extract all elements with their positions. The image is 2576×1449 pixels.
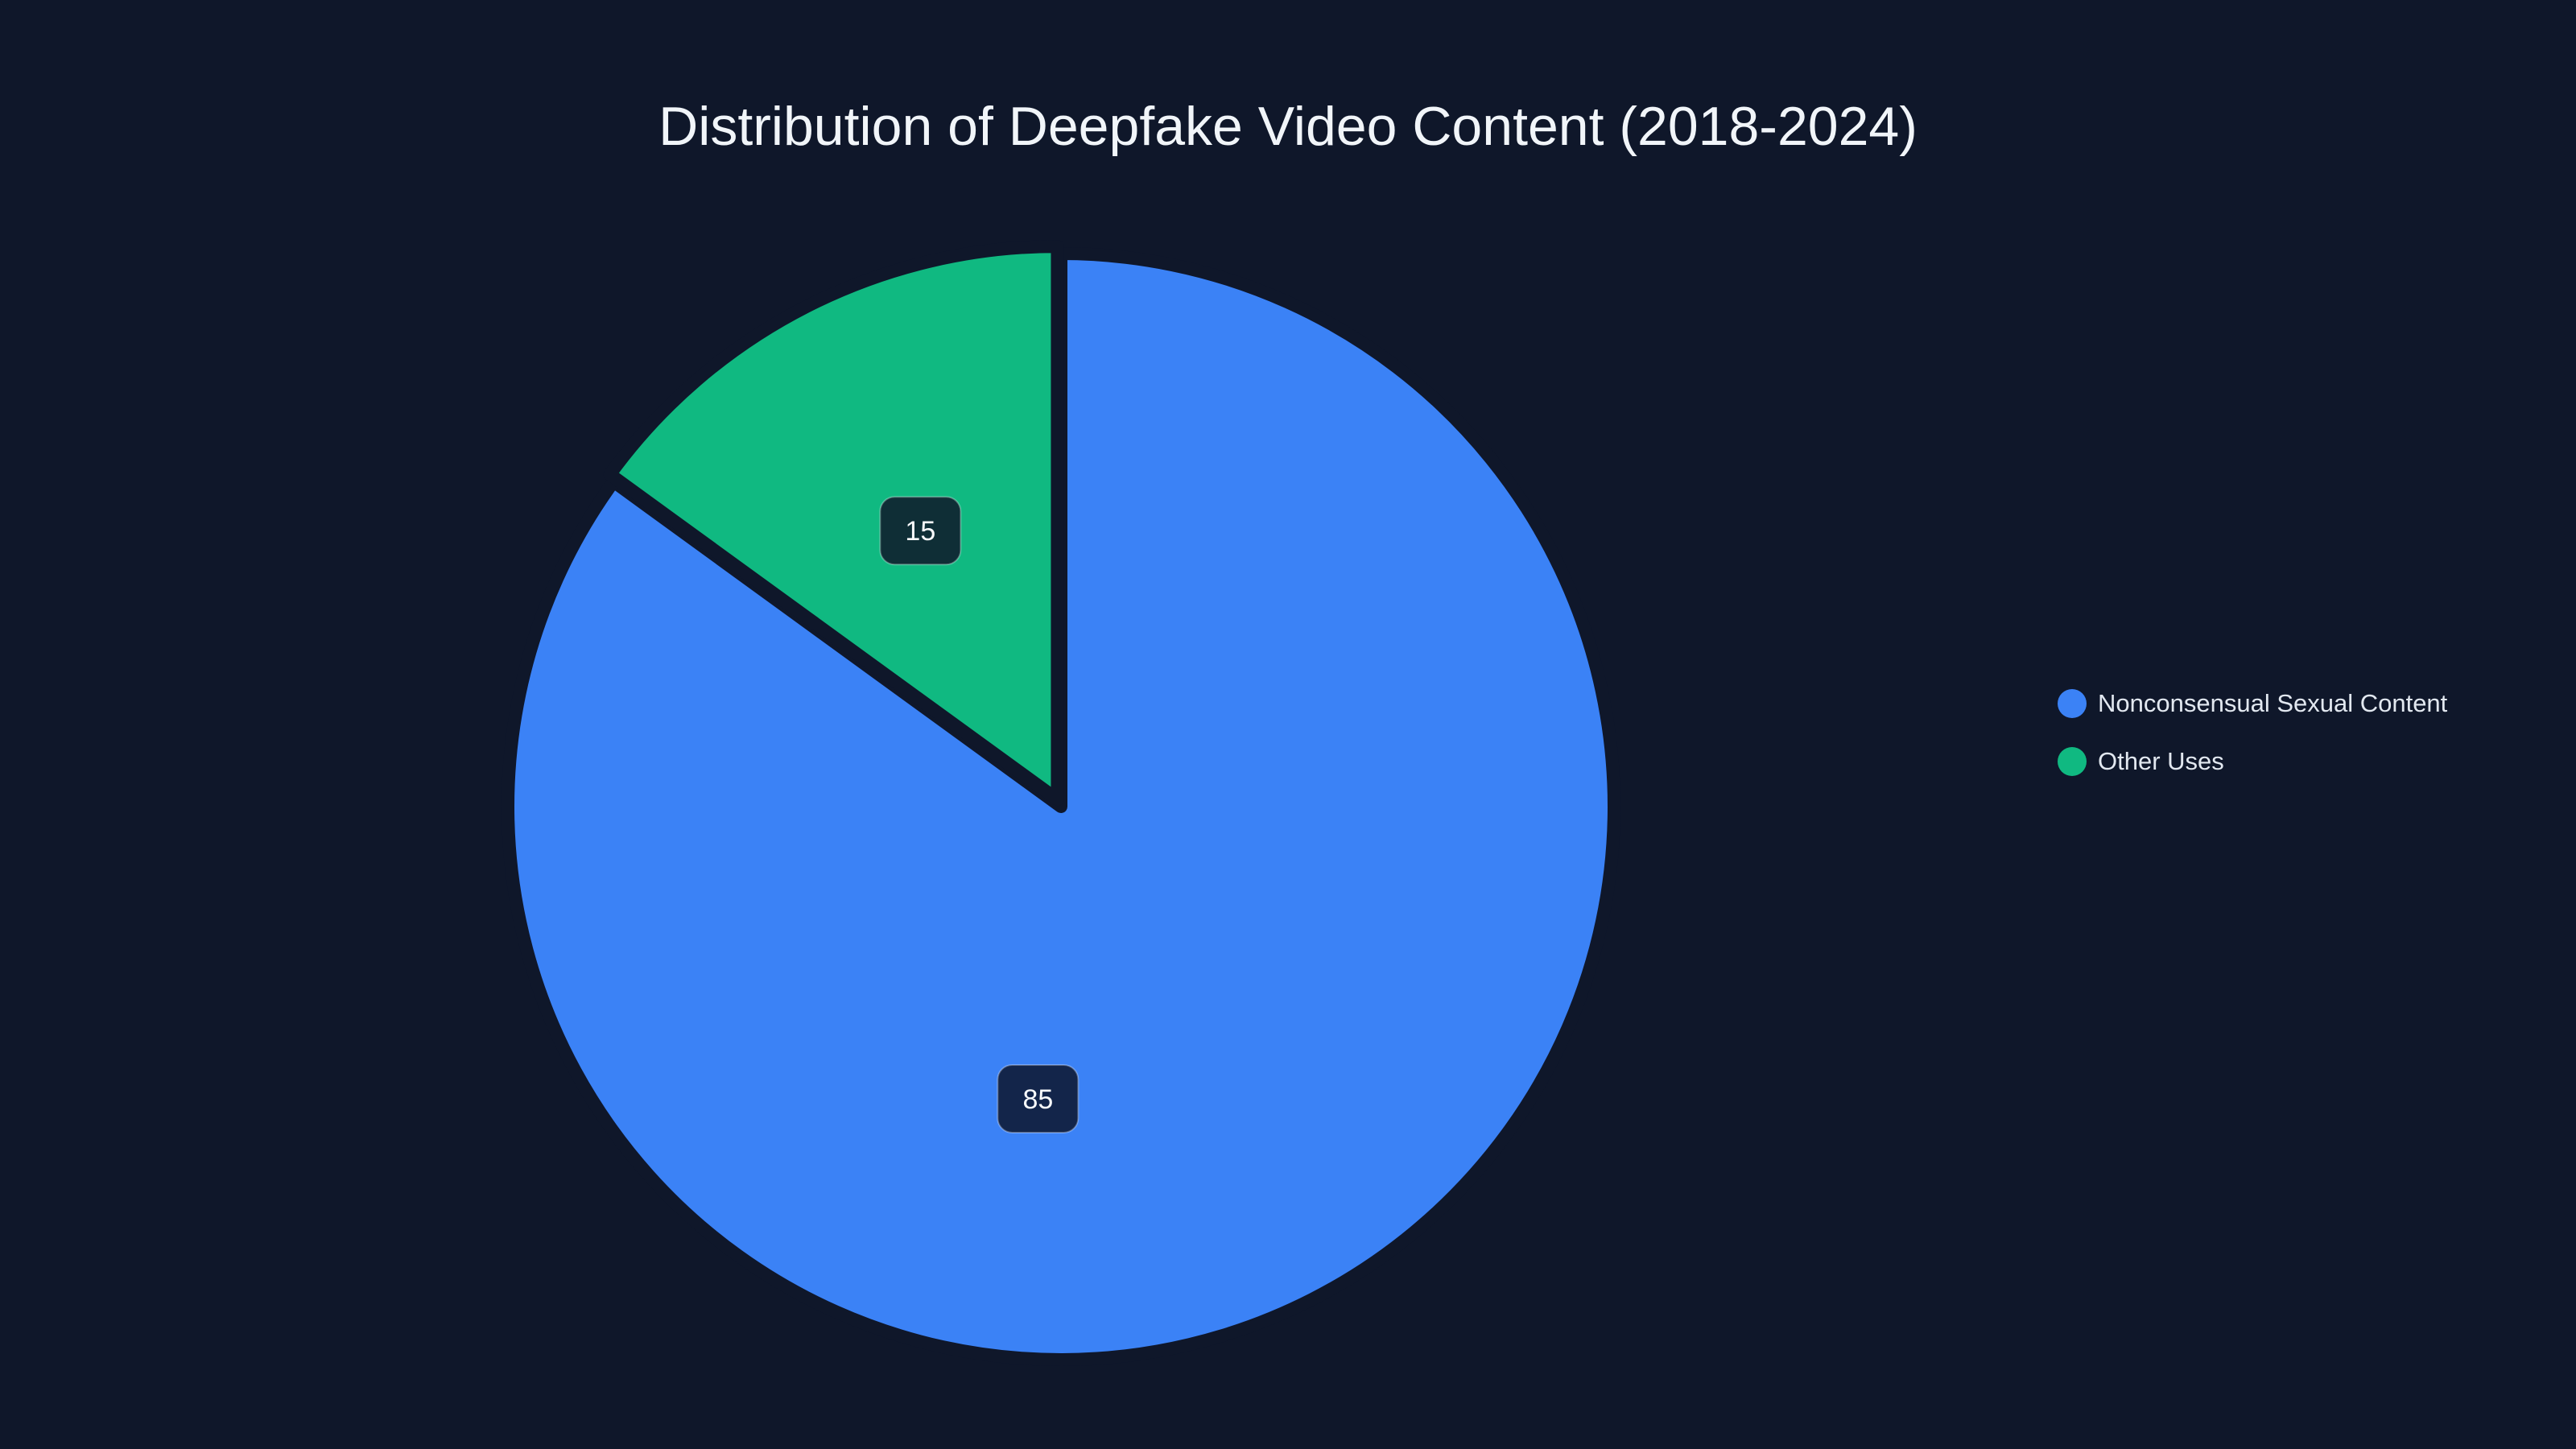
legend-label: Other Uses bbox=[2098, 747, 2224, 775]
legend-label: Nonconsensual Sexual Content bbox=[2098, 689, 2448, 717]
data-label-text: 15 bbox=[905, 516, 935, 547]
data-label-box bbox=[879, 496, 962, 566]
legend-swatch bbox=[2058, 689, 2087, 718]
legend: Nonconsensual Sexual Content Other Uses bbox=[2058, 675, 2447, 791]
chart-title: Distribution of Deepfake Video Content (… bbox=[658, 96, 1918, 157]
pie-slice[interactable] bbox=[502, 247, 1620, 1366]
legend-item-nonconsensual[interactable]: Nonconsensual Sexual Content bbox=[2058, 675, 2447, 733]
pie-slice[interactable] bbox=[603, 240, 1064, 807]
legend-swatch bbox=[2058, 747, 2087, 776]
data-label: 85 bbox=[997, 1063, 1080, 1133]
legend-item-other[interactable]: Other Uses bbox=[2058, 733, 2447, 791]
data-label-text: 85 bbox=[1022, 1084, 1053, 1115]
data-label-box bbox=[997, 1063, 1080, 1133]
data-label: 15 bbox=[879, 496, 962, 566]
